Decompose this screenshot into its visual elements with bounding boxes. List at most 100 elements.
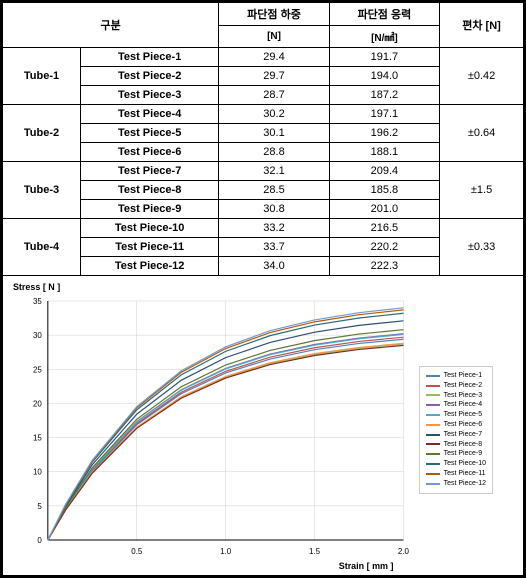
svg-text:Strain [ mm ]: Strain [ mm ]: [339, 561, 394, 571]
svg-text:2.0: 2.0: [398, 547, 410, 556]
table-row: Tube-3Test Piece-732.1209.4±1.5: [3, 162, 524, 181]
legend-swatch: [426, 443, 440, 445]
svg-text:35: 35: [33, 297, 42, 306]
chart-legend: Test Piece-1Test Piece-2Test Piece-3Test…: [419, 366, 493, 494]
piece-label: Test Piece-12: [80, 257, 218, 276]
piece-label: Test Piece-3: [80, 86, 218, 105]
load-value: 29.7: [219, 67, 329, 86]
col-deviation: 편차 [N]: [440, 3, 524, 48]
data-table: 구분 파단점 하중 파단점 응력 편차 [N] [N] [N/㎟] Tube-1…: [2, 2, 524, 576]
stress-value: 188.1: [329, 143, 439, 162]
deviation-value: ±0.33: [440, 219, 524, 276]
stress-value: 185.8: [329, 181, 439, 200]
load-value: 33.7: [219, 238, 329, 257]
table-body: Tube-1Test Piece-129.4191.7±0.42Test Pie…: [3, 48, 524, 276]
piece-label: Test Piece-1: [80, 48, 218, 67]
legend-label: Test Piece-6: [444, 420, 483, 430]
piece-label: Test Piece-2: [80, 67, 218, 86]
stress-value: 220.2: [329, 238, 439, 257]
legend-swatch: [426, 453, 440, 455]
legend-label: Test Piece-11: [444, 469, 486, 479]
stress-value: 216.5: [329, 219, 439, 238]
legend-swatch: [426, 394, 440, 396]
svg-text:10: 10: [33, 468, 42, 477]
load-value: 32.1: [219, 162, 329, 181]
legend-swatch: [426, 404, 440, 406]
table-row: Tube-1Test Piece-129.4191.7±0.42: [3, 48, 524, 67]
legend-item: Test Piece-3: [426, 391, 486, 401]
piece-label: Test Piece-7: [80, 162, 218, 181]
legend-item: Test Piece-8: [426, 440, 486, 450]
legend-item: Test Piece-6: [426, 420, 486, 430]
page-container: 구분 파단점 하중 파단점 응력 편차 [N] [N] [N/㎟] Tube-1…: [0, 0, 526, 578]
legend-label: Test Piece-3: [444, 391, 483, 401]
legend-item: Test Piece-7: [426, 430, 486, 440]
legend-item: Test Piece-9: [426, 449, 486, 459]
load-value: 30.2: [219, 105, 329, 124]
stress-value: 194.0: [329, 67, 439, 86]
svg-text:20: 20: [33, 399, 42, 408]
legend-item: Test Piece-12: [426, 479, 486, 489]
stress-value: 191.7: [329, 48, 439, 67]
load-value: 33.2: [219, 219, 329, 238]
piece-label: Test Piece-5: [80, 124, 218, 143]
legend-item: Test Piece-2: [426, 381, 486, 391]
tube-label: Tube-4: [3, 219, 81, 276]
deviation-value: ±1.5: [440, 162, 524, 219]
svg-text:15: 15: [33, 434, 42, 443]
legend-label: Test Piece-8: [444, 440, 483, 450]
legend-swatch: [426, 434, 440, 436]
svg-text:0: 0: [37, 536, 42, 545]
legend-swatch: [426, 375, 440, 377]
load-value: 30.1: [219, 124, 329, 143]
legend-label: Test Piece-5: [444, 410, 483, 420]
piece-label: Test Piece-6: [80, 143, 218, 162]
stress-value: 222.3: [329, 257, 439, 276]
piece-label: Test Piece-11: [80, 238, 218, 257]
stress-value: 196.2: [329, 124, 439, 143]
legend-label: Test Piece-7: [444, 430, 483, 440]
piece-label: Test Piece-8: [80, 181, 218, 200]
legend-swatch: [426, 385, 440, 387]
legend-item: Test Piece-10: [426, 459, 486, 469]
svg-text:0.5: 0.5: [131, 547, 143, 556]
tube-label: Tube-1: [3, 48, 81, 105]
legend-swatch: [426, 473, 440, 475]
legend-label: Test Piece-10: [444, 459, 486, 469]
legend-label: Test Piece-1: [444, 371, 483, 381]
svg-text:30: 30: [33, 331, 42, 340]
col-load-unit: [N]: [219, 26, 329, 48]
legend-label: Test Piece-4: [444, 400, 483, 410]
deviation-value: ±0.42: [440, 48, 524, 105]
legend-swatch: [426, 463, 440, 465]
col-category: 구분: [3, 3, 219, 48]
piece-label: Test Piece-4: [80, 105, 218, 124]
svg-text:5: 5: [37, 502, 42, 511]
legend-item: Test Piece-1: [426, 371, 486, 381]
legend-item: Test Piece-5: [426, 410, 486, 420]
legend-swatch: [426, 483, 440, 485]
load-value: 28.7: [219, 86, 329, 105]
load-value: 28.5: [219, 181, 329, 200]
stress-value: 187.2: [329, 86, 439, 105]
svg-text:1.0: 1.0: [220, 547, 232, 556]
col-stress: 파단점 응력: [329, 3, 439, 26]
legend-label: Test Piece-9: [444, 449, 483, 459]
col-stress-unit: [N/㎟]: [329, 26, 439, 48]
legend-swatch: [426, 414, 440, 416]
col-load: 파단점 하중: [219, 3, 329, 26]
load-value: 29.4: [219, 48, 329, 67]
table-row: Tube-2Test Piece-430.2197.1±0.64: [3, 105, 524, 124]
load-value: 30.8: [219, 200, 329, 219]
svg-text:1.5: 1.5: [309, 547, 321, 556]
piece-label: Test Piece-10: [80, 219, 218, 238]
load-value: 34.0: [219, 257, 329, 276]
legend-item: Test Piece-11: [426, 469, 486, 479]
tube-label: Tube-2: [3, 105, 81, 162]
stress-value: 201.0: [329, 200, 439, 219]
stress-value: 209.4: [329, 162, 439, 181]
svg-text:Stress [ N ]: Stress [ N ]: [13, 282, 60, 292]
legend-swatch: [426, 424, 440, 426]
load-value: 28.8: [219, 143, 329, 162]
legend-label: Test Piece-2: [444, 381, 483, 391]
